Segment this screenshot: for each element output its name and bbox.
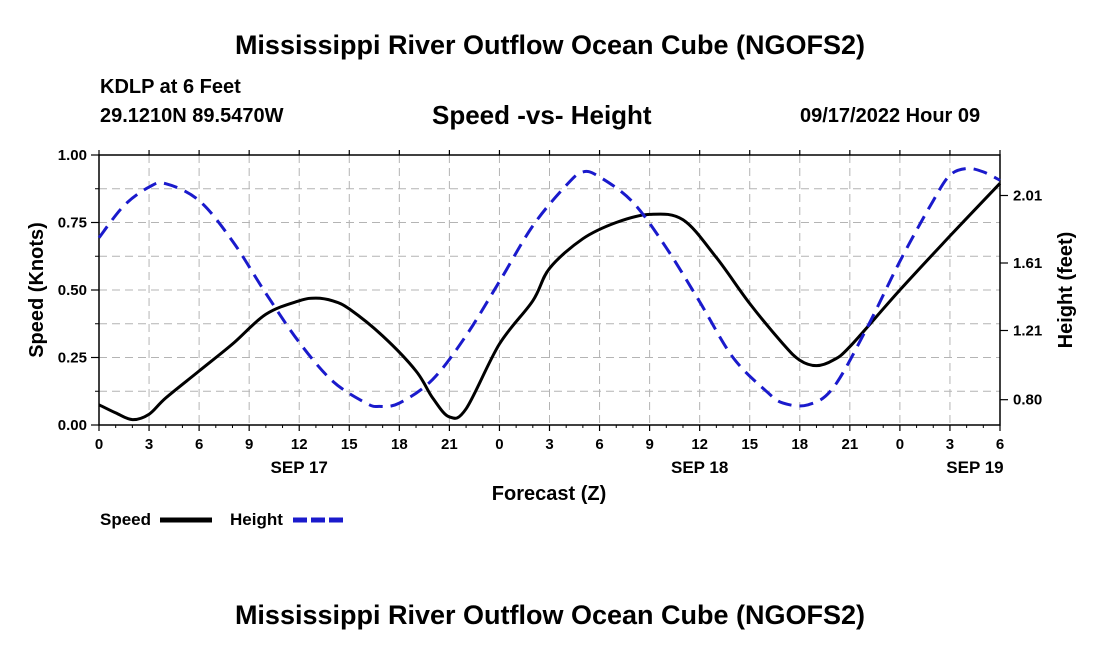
chart-subtitle: Speed -vs- Height — [432, 100, 652, 130]
grid — [99, 155, 1000, 425]
x-tick-label: 3 — [545, 436, 553, 453]
x-tick-label: 3 — [946, 436, 954, 453]
series-layer — [97, 166, 1002, 422]
x-tick-label: 15 — [341, 436, 358, 453]
x-tick-label: 21 — [841, 436, 858, 453]
y2-tick-label: 0.80 — [1013, 392, 1042, 409]
x-tick-label: 6 — [595, 436, 603, 453]
legend-label: Height — [230, 510, 283, 529]
date-label: SEP 18 — [671, 458, 728, 477]
date-label: SEP 17 — [271, 458, 328, 477]
x-tick-label: 9 — [245, 436, 253, 453]
x-tick-label: 0 — [95, 436, 103, 453]
x-tick-label: 12 — [291, 436, 308, 453]
x-tick-label: 6 — [996, 436, 1004, 453]
x-tick-label: 18 — [391, 436, 408, 453]
footer-title: Mississippi River Outflow Ocean Cube (NG… — [234, 600, 866, 630]
x-tick-label: 3 — [145, 436, 153, 453]
y-tick-label: 0.75 — [58, 215, 87, 232]
x-tick-label: 12 — [691, 436, 708, 453]
y-tick-label: 0.25 — [58, 350, 87, 367]
date-label: SEP 19 — [946, 458, 1003, 477]
x-tick-label: 0 — [495, 436, 503, 453]
y2-axis-label: Height (feet) — [1055, 232, 1077, 349]
x-tick-label: 21 — [441, 436, 458, 453]
y2-tick-label: 1.21 — [1013, 323, 1042, 340]
x-tick-label: 0 — [896, 436, 904, 453]
x-tick-label: 9 — [645, 436, 653, 453]
station-label: KDLP at 6 Feet — [100, 76, 241, 98]
y2-tick-label: 1.61 — [1013, 255, 1042, 272]
x-tick-label: 18 — [791, 436, 808, 453]
y-tick-label: 0.50 — [58, 282, 87, 299]
forecast-timestamp: 09/17/2022 Hour 09 — [800, 105, 981, 127]
station-coordinates: 29.1210N 89.5470W — [100, 105, 284, 127]
y-tick-label: 1.00 — [58, 147, 87, 164]
x-tick-label: 6 — [195, 436, 203, 453]
legend: Speed Height — [100, 510, 345, 529]
series-speed-line — [98, 182, 1002, 422]
x-axis-label: Forecast (Z) — [492, 483, 606, 505]
axes: 0 3 6 9 12 15 18 21 0 3 6 9 12 15 18 21 0 3 6 SEP 17 SEP 18 S… — [58, 147, 1042, 477]
y-axis-label: Speed (Knots) — [26, 222, 48, 358]
x-tick-label: 15 — [741, 436, 758, 453]
y2-tick-label: 2.01 — [1013, 188, 1042, 205]
legend-label: Speed — [100, 510, 151, 529]
y-tick-label: 0.00 — [58, 417, 87, 434]
chart-title: Mississippi River Outflow Ocean Cube (NG… — [234, 30, 866, 60]
